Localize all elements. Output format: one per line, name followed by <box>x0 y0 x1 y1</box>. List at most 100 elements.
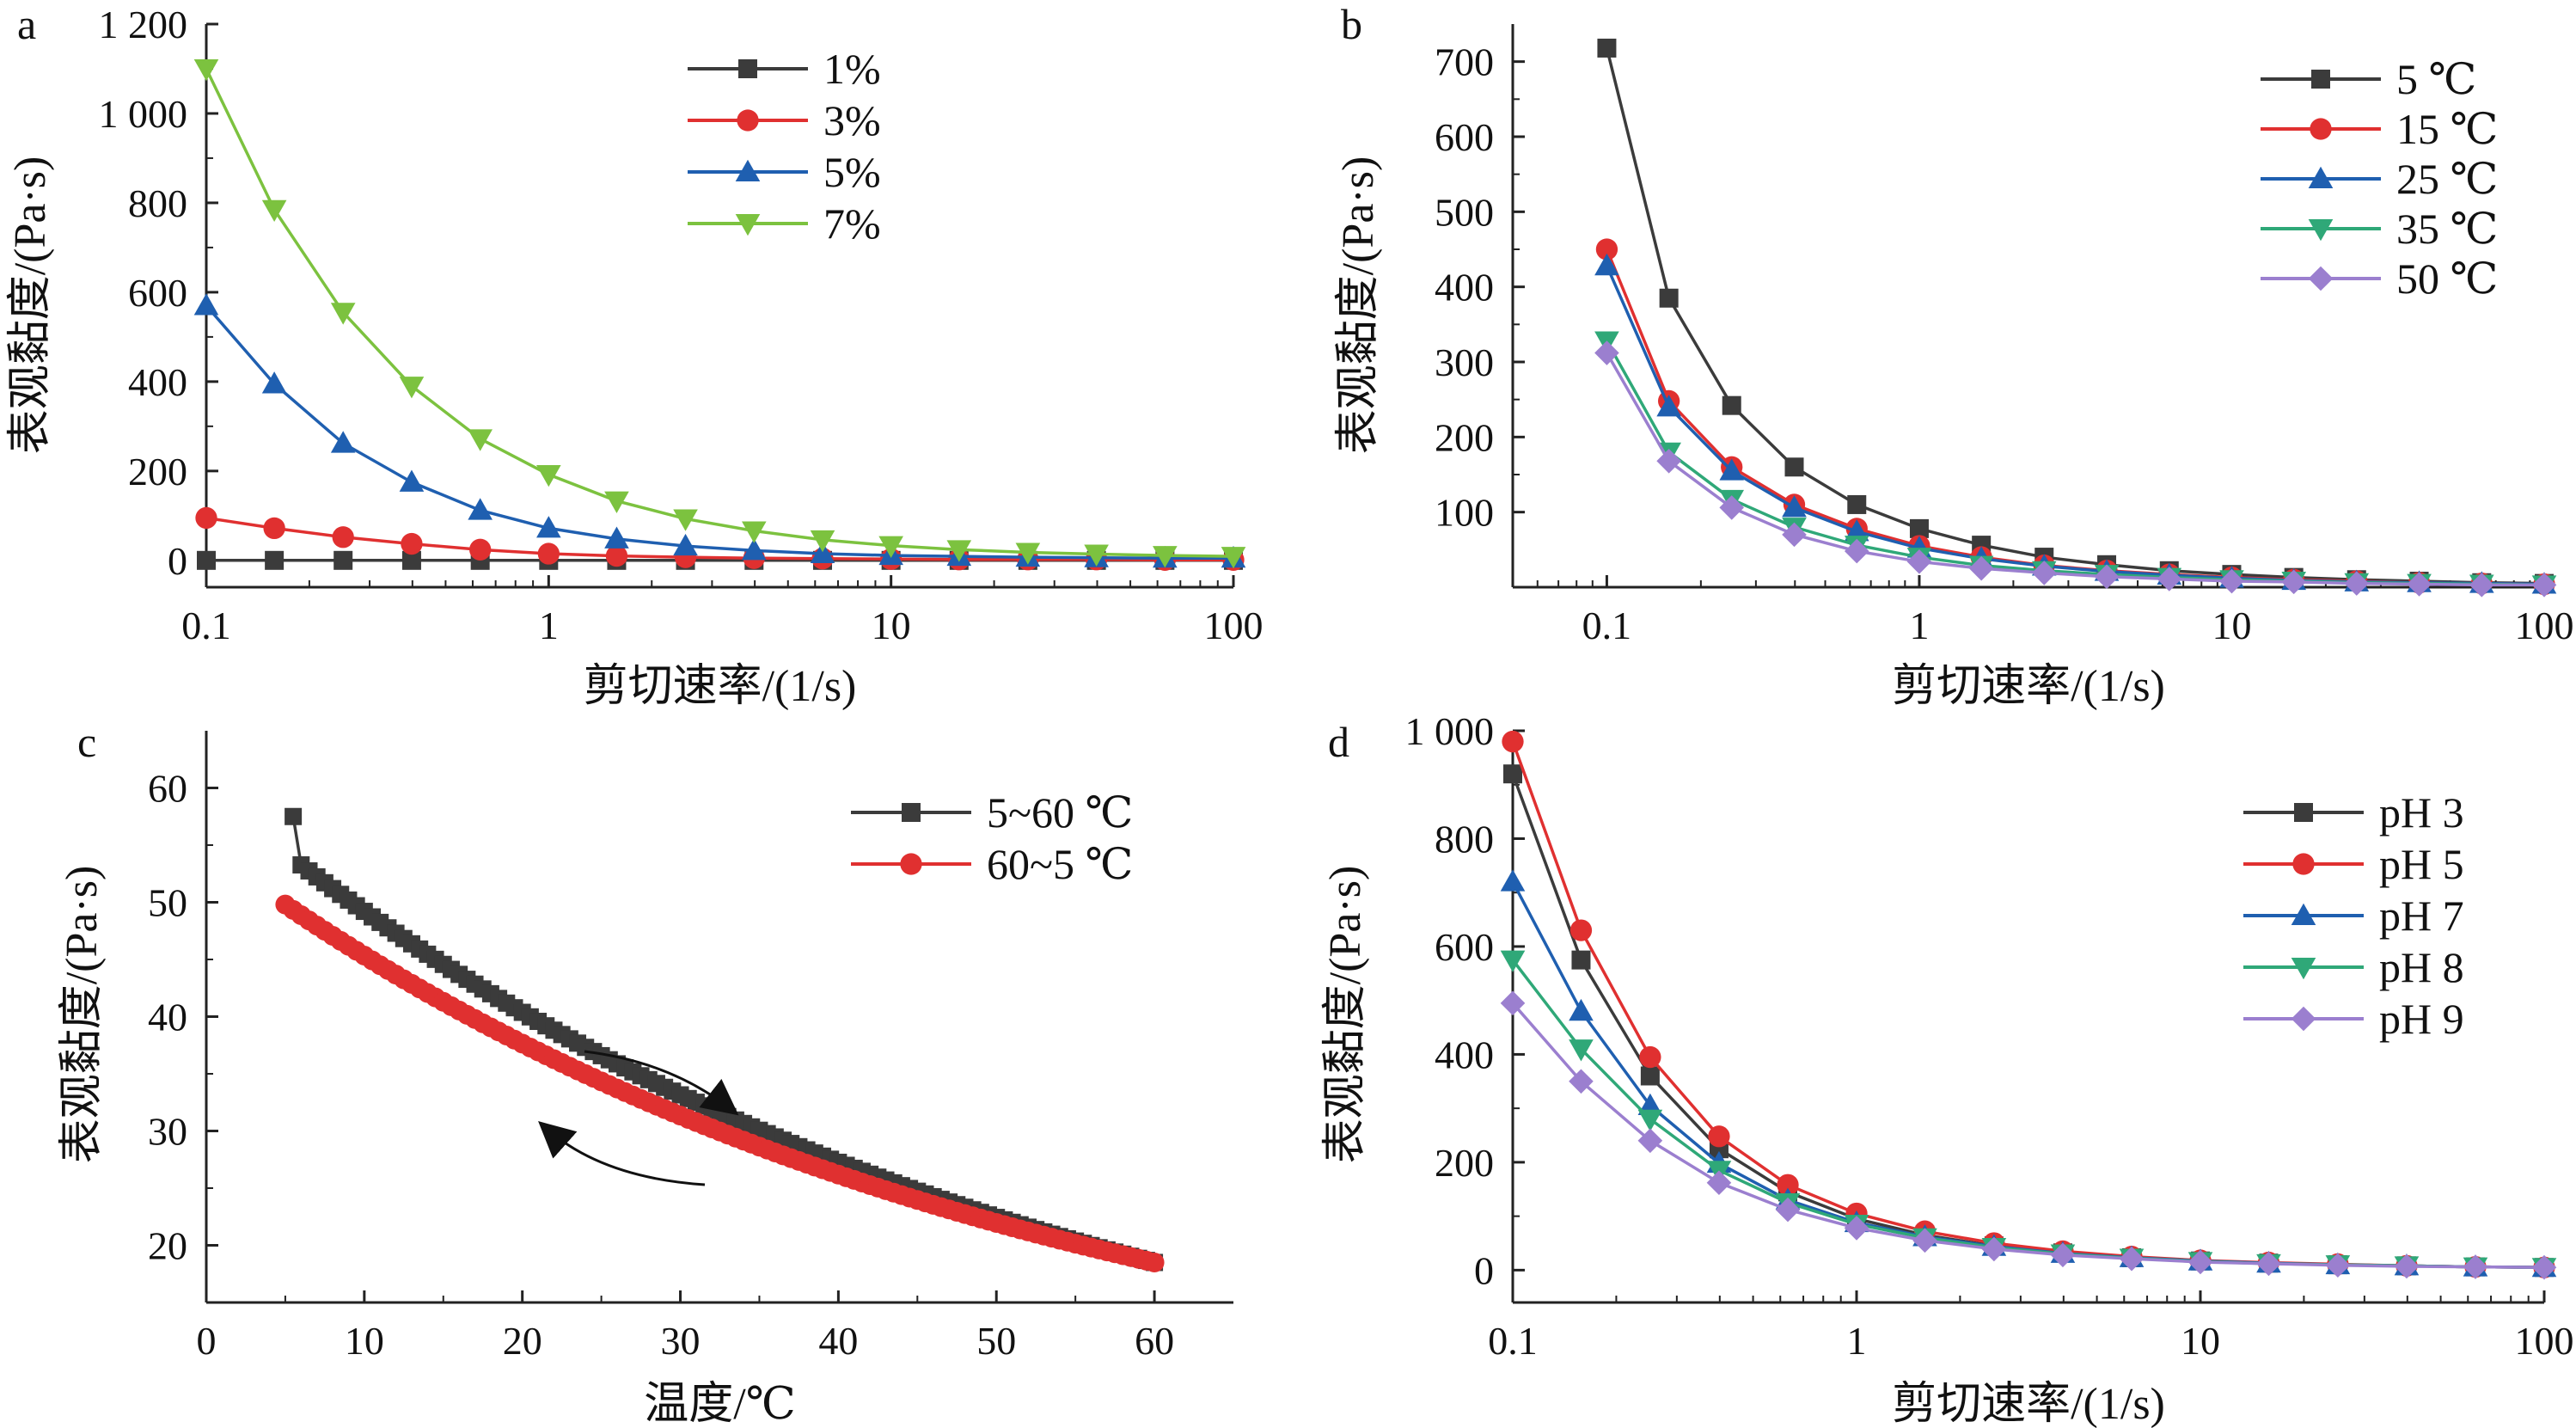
x-tick-label: 1 <box>1909 604 1929 647</box>
y-tick-label: 200 <box>1435 1141 1494 1185</box>
legend-label: 5 ℃ <box>2396 55 2476 103</box>
y-tick-label: 600 <box>1435 115 1494 159</box>
y-tick-label: 800 <box>128 181 187 225</box>
data-point <box>399 469 425 492</box>
data-point <box>1502 730 1524 753</box>
data-point <box>673 509 698 531</box>
x-tick-label: 10 <box>2181 1319 2220 1363</box>
x-tick-label: 0 <box>197 1319 217 1363</box>
panel-d-legend: pH 3pH 5pH 7pH 8pH 9 <box>2243 788 2464 1043</box>
panel-letter: c <box>77 718 96 766</box>
legend-label: 15 ℃ <box>2396 105 2498 153</box>
data-point <box>537 542 560 565</box>
legend-marker <box>2294 803 2313 822</box>
data-point <box>1569 1069 1594 1094</box>
data-point <box>2157 567 2182 591</box>
data-point <box>1569 998 1594 1021</box>
data-point <box>1594 253 1619 276</box>
y-tick-label: 400 <box>128 360 187 404</box>
data-point <box>193 293 219 316</box>
series-line <box>205 304 1233 560</box>
data-point <box>1597 38 1617 58</box>
data-point <box>1722 395 1741 415</box>
x-tick-label: 20 <box>503 1319 542 1363</box>
x-tick-label: 10 <box>345 1319 384 1363</box>
legend-marker <box>2292 853 2315 875</box>
legend-label: pH 5 <box>2379 840 2464 888</box>
legend-marker <box>2291 1006 2316 1032</box>
panel-a-legend: 1%3%5%7% <box>688 45 881 248</box>
data-point <box>2050 1242 2076 1268</box>
data-point <box>604 491 629 513</box>
data-point <box>2094 564 2120 590</box>
series-line <box>1605 352 2544 587</box>
series-a-3 <box>193 58 1246 569</box>
data-point <box>810 530 835 553</box>
legend-label: pH 9 <box>2379 995 2464 1043</box>
data-point <box>536 516 561 538</box>
data-point <box>2187 1249 2213 1275</box>
data-point <box>1981 1236 2007 1262</box>
data-point <box>1084 544 1109 567</box>
data-point <box>1503 764 1522 784</box>
series-d-4 <box>1500 990 2557 1280</box>
data-point <box>1015 542 1041 565</box>
panel-c-axes: 0 10 20 30 40 50 60 20 30 40 50 60 温度/℃ 表观黏度/(Pa·s) c <box>58 718 1233 1428</box>
arrow-cooling <box>538 1121 706 1186</box>
data-point <box>1144 1252 1165 1272</box>
data-point <box>2531 573 2557 598</box>
series-line <box>1511 1002 2545 1269</box>
legend-label: 60~5 ℃ <box>987 840 1133 888</box>
y-axis-label: 表观黏度/(Pa·s) <box>1321 866 1370 1164</box>
data-point <box>399 377 425 399</box>
y-tick-label: 800 <box>1435 817 1494 861</box>
data-point <box>1777 1174 1799 1196</box>
data-point <box>1775 1197 1801 1223</box>
legend-marker <box>737 109 759 132</box>
y-tick-label: 500 <box>1435 190 1494 234</box>
series-line <box>284 903 1155 1265</box>
y-tick-label: 1 200 <box>99 3 188 46</box>
series-line <box>205 516 1233 562</box>
data-point <box>1500 869 1526 892</box>
data-point <box>2531 1254 2557 1280</box>
data-point <box>1784 457 1804 477</box>
data-point <box>469 538 492 561</box>
x-tick-label: 60 <box>1135 1319 1174 1363</box>
y-tick-label: 50 <box>148 881 187 925</box>
y-tick-label: 200 <box>128 450 187 493</box>
data-point <box>1844 1216 1869 1241</box>
y-tick-label: 60 <box>148 767 187 811</box>
data-point <box>810 541 835 564</box>
legend-marker <box>900 853 922 875</box>
y-axis-label: 表观黏度/(Pa·s) <box>58 866 107 1164</box>
data-point <box>1782 522 1807 548</box>
x-tick-label: 50 <box>976 1319 1016 1363</box>
y-tick-label: 30 <box>148 1110 187 1154</box>
data-point <box>1659 288 1679 308</box>
data-point <box>878 536 903 558</box>
data-point <box>604 526 629 549</box>
panel-letter: a <box>17 0 36 48</box>
data-point <box>1844 519 1869 542</box>
x-tick-label: 100 <box>1204 604 1264 647</box>
y-tick-label: 1 000 <box>99 92 188 136</box>
data-point <box>1221 547 1246 569</box>
legend-label: 50 ℃ <box>2396 254 2498 303</box>
data-point <box>197 550 216 570</box>
data-point <box>1912 1228 1937 1253</box>
legend-label: 5% <box>823 148 881 196</box>
data-point <box>285 807 303 825</box>
data-point <box>2281 569 2306 595</box>
data-point <box>195 506 217 530</box>
legend-label: 25 ℃ <box>2396 155 2498 203</box>
series-b-4 <box>1594 340 2557 598</box>
data-point <box>333 550 353 570</box>
y-tick-label: 400 <box>1435 266 1494 310</box>
data-point <box>1909 518 1929 538</box>
data-point <box>946 540 972 562</box>
data-point <box>741 521 767 543</box>
series-c-1 <box>275 894 1165 1272</box>
data-point <box>1594 340 1619 365</box>
